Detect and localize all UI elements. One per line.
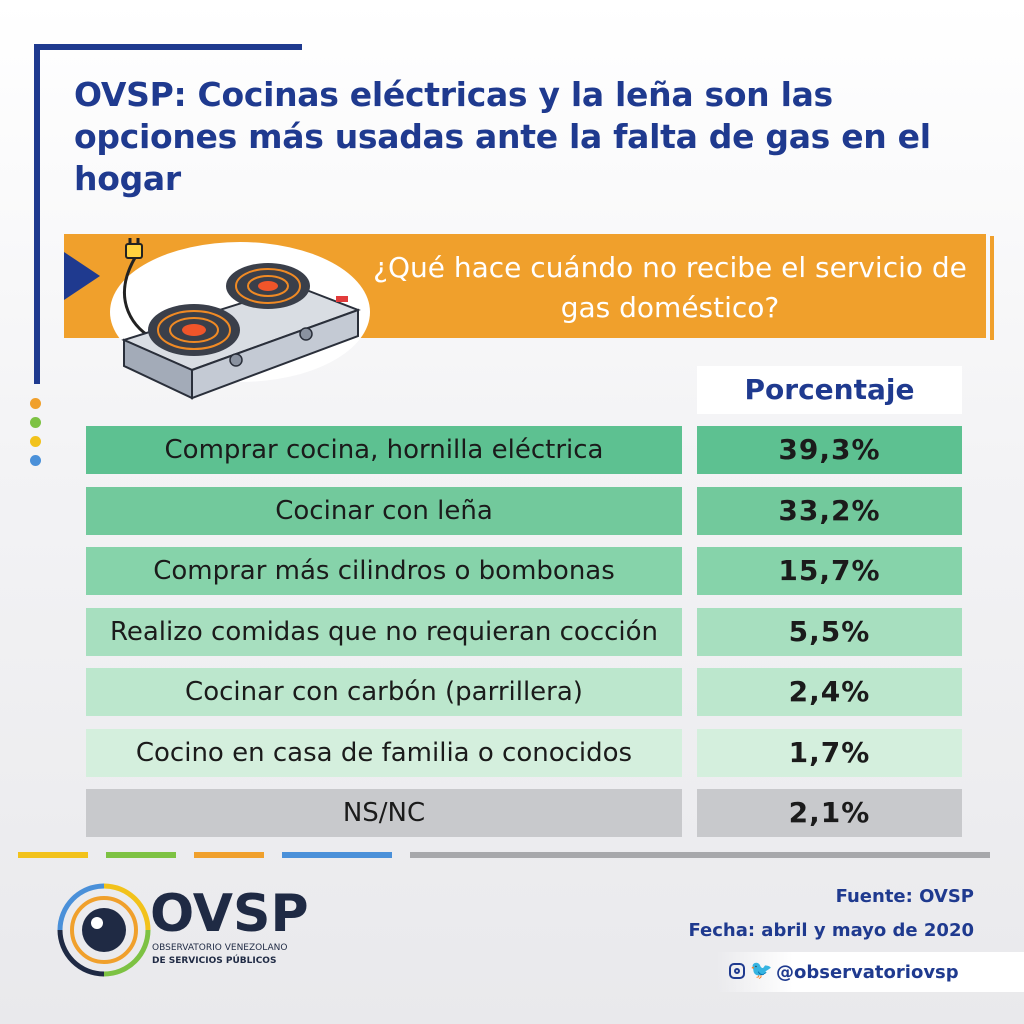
row-value: 2,1%: [697, 789, 962, 837]
social-strip: [716, 952, 1024, 992]
social-handle[interactable]: @observatoriovsp: [776, 962, 959, 983]
source-text: Fuente: OVSP: [835, 886, 974, 907]
row-value: 5,5%: [697, 608, 962, 656]
page-title: OVSP: Cocinas eléctricas y la leña son l…: [74, 75, 931, 198]
divider-orange: [194, 852, 264, 858]
ovsp-eye-logo-icon: [57, 883, 151, 977]
frame-left-line: [34, 44, 40, 384]
question-text: ¿Qué hace cuándo no recibe el servicio d…: [373, 251, 967, 324]
row-value: 1,7%: [697, 729, 962, 777]
banner-arrow-icon: [64, 252, 100, 300]
dot-blue: [30, 455, 41, 466]
banner-end-line: [990, 236, 994, 340]
logo-subtitle-1: OBSERVATORIO VENEZOLANO: [152, 943, 288, 953]
frame-top-line: [34, 44, 302, 50]
row-value: 15,7%: [697, 547, 962, 595]
row-value: 2,4%: [697, 668, 962, 716]
dot-orange: [30, 398, 41, 409]
row-label: NS/NC: [86, 789, 682, 837]
dot-green: [30, 417, 41, 428]
divider-green: [106, 852, 176, 858]
dot-yellow: [30, 436, 41, 447]
row-label: Cocino en casa de familia o conocidos: [86, 729, 682, 777]
logo-subtitle-2: DE SERVICIOS PÚBLICOS: [152, 956, 277, 966]
color-dots: [30, 398, 41, 474]
date-text: Fecha: abril y mayo de 2020: [688, 920, 974, 941]
logo-name: OVSP: [150, 884, 309, 944]
row-value: 33,2%: [697, 487, 962, 535]
divider-yellow: [18, 852, 88, 858]
twitter-icon[interactable]: 🐦: [750, 960, 773, 981]
row-label: Cocinar con leña: [86, 487, 682, 535]
divider-gray: [410, 852, 990, 858]
row-value: 39,3%: [697, 426, 962, 474]
source-info: Fuente: OVSP Fecha: abril y mayo de 2020: [688, 880, 974, 948]
electric-stove-icon: [121, 238, 361, 400]
row-label: Comprar cocina, hornilla eléctrica: [86, 426, 682, 474]
row-label: Cocinar con carbón (parrillera): [86, 668, 682, 716]
row-label: Realizo comidas que no requieran cocción: [86, 608, 682, 656]
row-label: Comprar más cilindros o bombonas: [86, 547, 682, 595]
instagram-icon[interactable]: [729, 963, 745, 979]
divider-blue: [282, 852, 392, 858]
column-header: Porcentaje: [697, 366, 962, 414]
